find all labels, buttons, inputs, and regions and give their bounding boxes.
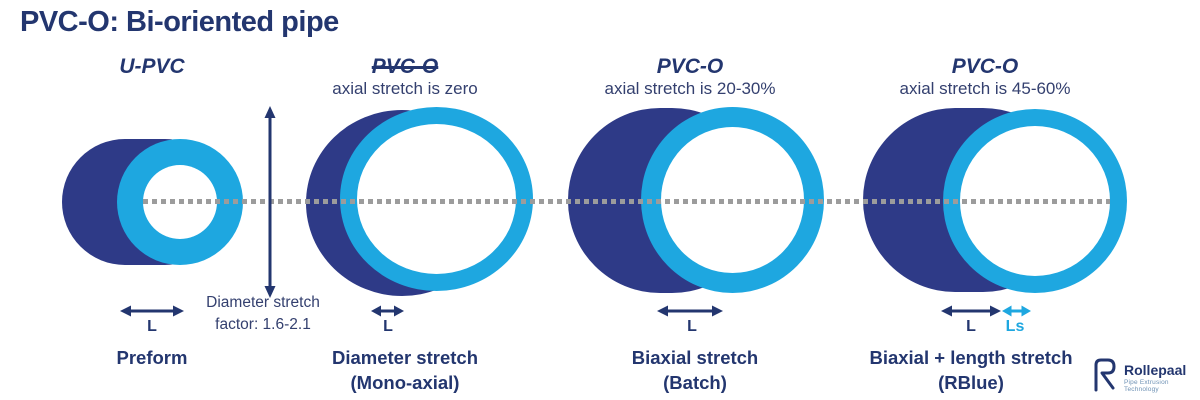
rollepaal-logo-icon xyxy=(1094,358,1116,392)
rollepaal-logo-tagline: Pipe Extrusion Technology xyxy=(1124,379,1169,393)
stage3-subheader: axial stretch is 20-30% xyxy=(604,79,776,98)
diameter-factor-line2: factor: 1.6-2.1 xyxy=(215,316,311,333)
stage2-caption-line1: Diameter stretch xyxy=(331,347,479,368)
stage1-caption: Preform xyxy=(116,347,188,368)
pipe1-length-label: L xyxy=(147,318,157,335)
pipe2-length-label: L xyxy=(383,318,393,335)
length-arrow-icon xyxy=(657,305,723,317)
length-arrow-icon xyxy=(371,305,404,317)
stage2-caption: Diameter stretch (Mono-axial) xyxy=(332,345,478,395)
center-axis-dotted-line xyxy=(143,199,1110,204)
stage4-header: PVC-O xyxy=(951,55,1019,78)
diameter-stretch-arrow-icon xyxy=(264,106,276,298)
stage2-subheader: axial stretch is zero xyxy=(332,79,478,98)
pipe4-length-label: L xyxy=(966,318,976,335)
stage2-header: PVC-O xyxy=(371,55,439,78)
pipe3-length-label: L xyxy=(687,318,697,335)
stage4-caption-line1: Biaxial + length stretch xyxy=(869,347,1073,368)
length-arrow-icon xyxy=(120,305,184,317)
diameter-factor-annotation: Diameter stretch factor: 1.6-2.1 xyxy=(206,292,320,336)
stage4-caption-line2: (RBlue) xyxy=(938,372,1004,393)
pipe4-stretch-label: Ls xyxy=(1005,318,1025,335)
stage4-subheader: axial stretch is 45-60% xyxy=(899,79,1071,98)
stage3-header: PVC-O xyxy=(656,55,724,78)
diameter-factor-line1: Diameter stretch xyxy=(206,294,320,311)
rollepaal-logo-name: Rollepaal xyxy=(1124,362,1187,378)
stretch-length-arrow-icon xyxy=(1002,305,1031,317)
stage4-caption: Biaxial + length stretch (RBlue) xyxy=(869,345,1072,395)
stage3-caption-line2: (Batch) xyxy=(663,372,727,393)
rollepaal-logo: Rollepaal Pipe Extrusion Technology xyxy=(1091,356,1196,394)
page-title: PVC-O: Bi-oriented pipe xyxy=(20,6,339,38)
stage2-caption-line2: (Mono-axial) xyxy=(350,372,460,393)
stage1-header: U-PVC xyxy=(119,55,185,78)
stage3-caption: Biaxial stretch (Batch) xyxy=(632,345,758,395)
length-arrow-icon xyxy=(941,305,1001,317)
stage3-caption-line1: Biaxial stretch xyxy=(631,347,759,368)
